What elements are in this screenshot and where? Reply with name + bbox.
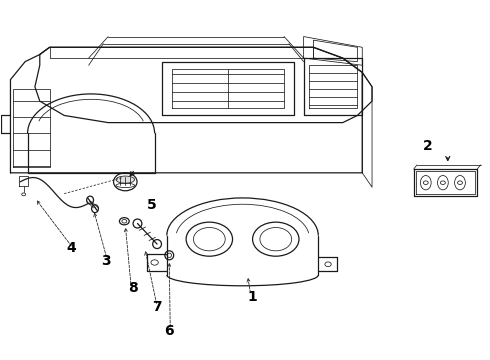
- Text: 6: 6: [165, 324, 174, 338]
- Ellipse shape: [116, 176, 135, 183]
- Text: 2: 2: [423, 139, 433, 153]
- Text: 3: 3: [101, 254, 111, 268]
- Text: 8: 8: [128, 280, 138, 294]
- Text: 5: 5: [147, 198, 157, 212]
- Text: 7: 7: [152, 300, 162, 314]
- Text: 4: 4: [67, 241, 76, 255]
- Text: 1: 1: [247, 289, 257, 303]
